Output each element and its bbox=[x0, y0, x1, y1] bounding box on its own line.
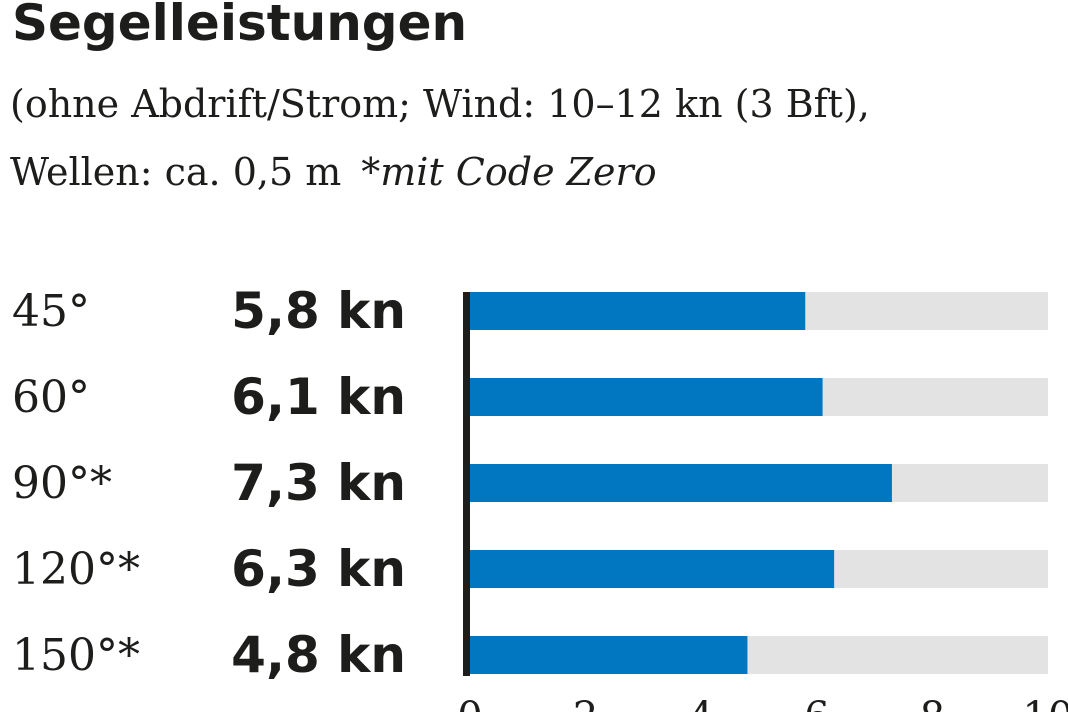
subtitle-conditions: Wellen: ca. 0,5 m bbox=[10, 150, 342, 194]
y-axis-line bbox=[463, 292, 470, 676]
x-tick-label: 8 bbox=[920, 694, 945, 712]
bar bbox=[470, 636, 748, 674]
chart-subtitle-line1: (ohne Abdrift/Strom; Wind: 10–12 kn (3 B… bbox=[10, 82, 870, 126]
x-tick-label: 4 bbox=[688, 694, 713, 712]
bar bbox=[470, 550, 835, 588]
x-tick-label: 10 bbox=[1023, 694, 1068, 712]
x-tick-label: 0 bbox=[457, 694, 482, 712]
category-label: 60° bbox=[12, 372, 90, 423]
bar bbox=[470, 378, 823, 416]
category-label: 120°* bbox=[12, 544, 140, 595]
value-label: 7,3 kn bbox=[231, 454, 406, 512]
code-zero-note: *mit Code Zero bbox=[361, 150, 657, 194]
value-label: 4,8 kn bbox=[231, 626, 406, 684]
value-label: 6,3 kn bbox=[231, 540, 406, 598]
x-tick-label: 2 bbox=[573, 694, 598, 712]
bar bbox=[470, 292, 806, 330]
category-label: 90°* bbox=[12, 458, 112, 509]
chart-title: Segelleistungen bbox=[12, 0, 468, 52]
value-label: 5,8 kn bbox=[231, 282, 406, 340]
bar bbox=[470, 464, 892, 502]
chart-subtitle-line2: Wellen: ca. 0,5 m *mit Code Zero bbox=[10, 150, 657, 194]
category-label: 45° bbox=[12, 286, 90, 337]
category-label: 150°* bbox=[12, 630, 140, 681]
value-label: 6,1 kn bbox=[231, 368, 406, 426]
x-tick-label: 6 bbox=[804, 694, 829, 712]
